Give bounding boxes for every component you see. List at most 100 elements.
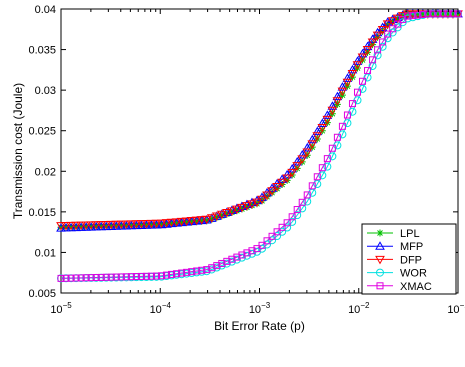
marker-xmac: [374, 46, 382, 54]
marker-xmac: [147, 272, 155, 280]
marker-wor: [283, 223, 292, 232]
legend-label-xmac: XMAC: [400, 281, 432, 293]
x-tick-label: 10−2: [348, 301, 370, 316]
marker-lpl: [112, 222, 120, 230]
y-tick-label: 0.02: [35, 166, 56, 178]
marker-lpl: [444, 10, 452, 18]
marker-dfp: [86, 221, 97, 230]
marker-dfp: [206, 214, 217, 223]
marker-lpl: [87, 223, 95, 231]
marker-dfp: [232, 205, 242, 215]
marker-lpl: [419, 10, 427, 18]
x-axis: 10−510−410−310−210−1: [50, 9, 465, 316]
marker-lpl: [218, 212, 226, 220]
marker-wor: [268, 236, 277, 245]
x-tick-label: 10−4: [150, 301, 172, 316]
marker-dfp: [342, 78, 353, 88]
marker-lpl: [228, 208, 236, 216]
marker-lpl: [238, 205, 246, 213]
marker-lpl: [158, 221, 166, 229]
marker-dfp: [81, 221, 91, 231]
legend-marker-wor: [376, 268, 384, 277]
marker-mfp: [302, 142, 313, 152]
marker-xmac: [183, 268, 191, 276]
marker-dfp: [181, 217, 192, 226]
marker-dfp: [101, 221, 112, 230]
marker-lpl: [439, 10, 447, 18]
marker-xmac: [87, 274, 95, 282]
marker-mfp: [317, 118, 328, 127]
marker-lpl: [198, 217, 206, 225]
marker-dfp: [347, 69, 358, 79]
marker-dfp: [201, 215, 212, 225]
marker-xmac: [273, 228, 281, 236]
marker-xmac: [218, 259, 226, 267]
marker-dfp: [91, 221, 102, 230]
marker-mfp: [96, 221, 107, 231]
marker-dfp: [196, 216, 207, 225]
x-tick-label: 10−1: [447, 301, 465, 316]
marker-lpl: [97, 222, 105, 230]
marker-mfp: [342, 73, 353, 82]
marker-xmac: [203, 266, 211, 274]
marker-xmac: [127, 273, 135, 281]
marker-dfp: [262, 191, 272, 200]
marker-mfp: [86, 222, 97, 231]
marker-xmac: [283, 219, 291, 227]
marker-xmac: [409, 12, 417, 20]
marker-mfp: [297, 150, 308, 159]
marker-xmac: [348, 100, 356, 108]
marker-xmac: [152, 272, 160, 280]
x-tick-label-exponent: −2: [360, 301, 370, 310]
marker-lpl: [152, 221, 160, 229]
marker-mfp: [71, 222, 81, 232]
marker-dfp: [272, 183, 282, 192]
marker-dfp: [171, 218, 182, 227]
marker-xmac: [318, 164, 326, 172]
marker-xmac: [248, 247, 256, 255]
marker-dfp: [307, 140, 318, 149]
marker-wor: [383, 34, 392, 43]
marker-lpl: [147, 221, 155, 229]
marker-dfp: [282, 174, 293, 184]
marker-xmac: [188, 268, 196, 276]
legend-label-lpl: LPL: [400, 228, 420, 240]
marker-lpl: [278, 181, 286, 189]
marker-xmac: [258, 241, 266, 249]
marker-xmac: [178, 269, 186, 277]
marker-wor: [318, 171, 327, 180]
marker-xmac: [364, 67, 372, 75]
marker-dfp: [242, 202, 252, 211]
marker-xmac: [328, 144, 336, 152]
marker-mfp: [312, 126, 323, 136]
legend-label-wor: WOR: [400, 268, 427, 280]
marker-mfp: [327, 101, 338, 110]
x-tick-label-exponent: −4: [162, 301, 172, 310]
marker-dfp: [226, 207, 237, 216]
marker-dfp: [332, 97, 343, 106]
marker-lpl: [107, 222, 115, 230]
marker-dfp: [287, 168, 298, 178]
marker-xmac: [293, 206, 301, 214]
marker-xmac: [434, 10, 442, 18]
marker-lpl: [283, 176, 291, 184]
marker-dfp: [237, 203, 247, 213]
marker-wor: [288, 217, 297, 226]
marker-dfp: [141, 220, 152, 229]
marker-lpl: [102, 222, 110, 230]
marker-dfp: [76, 221, 86, 231]
marker-xmac: [429, 10, 437, 18]
marker-lpl: [288, 171, 296, 179]
marker-lpl: [263, 193, 271, 201]
marker-xmac: [168, 270, 176, 278]
series-markers-xmac: [57, 10, 462, 282]
marker-xmac: [57, 274, 65, 282]
marker-mfp: [347, 64, 358, 74]
marker-dfp: [317, 124, 328, 133]
marker-xmac: [72, 274, 80, 282]
marker-xmac: [278, 223, 286, 231]
marker-lpl: [268, 189, 276, 197]
marker-dfp: [121, 220, 132, 230]
marker-xmac: [303, 191, 311, 199]
